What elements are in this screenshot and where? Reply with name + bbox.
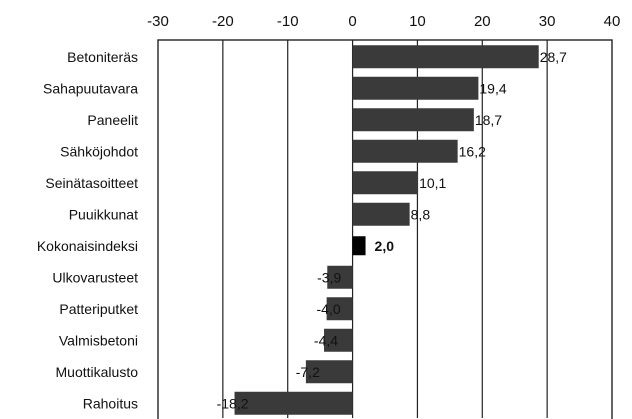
category-label: Puuikkunat [69,206,138,222]
category-label: Sähköjohdot [60,143,138,159]
category-label: Kokonaisindeksi [37,238,138,254]
data-label: 8,8 [411,206,431,222]
data-label: -18,2 [217,395,249,411]
bar [305,360,353,384]
data-label: 19,4 [479,80,506,96]
data-label: 2,0 [375,238,395,254]
data-label: 10,1 [419,175,446,191]
bar [327,265,353,289]
x-tick-label: 20 [474,13,491,30]
bar [352,139,458,163]
data-labels: 28,7 19,4 18,7 16,2 10,1 8,8 2,0 -3,9 -4,0 -4,4 -7… [217,49,568,412]
category-label: Rahoitus [83,395,138,411]
category-label: Paneelit [87,112,138,128]
data-label: -3,9 [317,269,341,285]
data-label: -4,4 [314,332,338,348]
x-tick-label: -30 [147,13,169,30]
bar [352,171,419,195]
bars [234,45,539,415]
x-tick-label: 40 [604,13,621,30]
data-label: 18,7 [475,112,502,128]
bar [352,236,366,256]
category-label: Muottikalusto [56,364,139,380]
x-tick-label: -10 [277,13,299,30]
category-label: Patteriputket [59,301,138,317]
category-labels: Betoniteräs Sahapuutavara Paneelit Sähköjoh… [37,49,138,412]
x-tick-label: 10 [409,13,426,30]
plot-frame [157,39,613,419]
bar [326,297,353,321]
x-axis-tick-labels: -30 -20 -10 0 10 20 30 40 [147,13,620,30]
bar [352,108,474,132]
data-label: 28,7 [540,49,567,65]
bar [352,45,539,69]
data-label: 16,2 [459,143,486,159]
x-tick-label: 30 [539,13,556,30]
bar [352,202,410,226]
x-tick-label: 0 [348,13,356,30]
grid-lines [222,40,548,418]
category-label: Ulkovarusteet [52,269,138,285]
bar [234,391,353,415]
category-label: Seinätasoitteet [45,175,138,191]
data-label: -7,2 [296,364,320,380]
category-label: Valmisbetoni [59,332,138,348]
x-tick-label: -20 [212,13,234,30]
category-label: Sahapuutavara [43,80,138,96]
bar [352,76,479,100]
category-label: Betoniteräs [67,49,138,65]
bar [324,328,353,352]
data-label: -4,0 [317,301,341,317]
